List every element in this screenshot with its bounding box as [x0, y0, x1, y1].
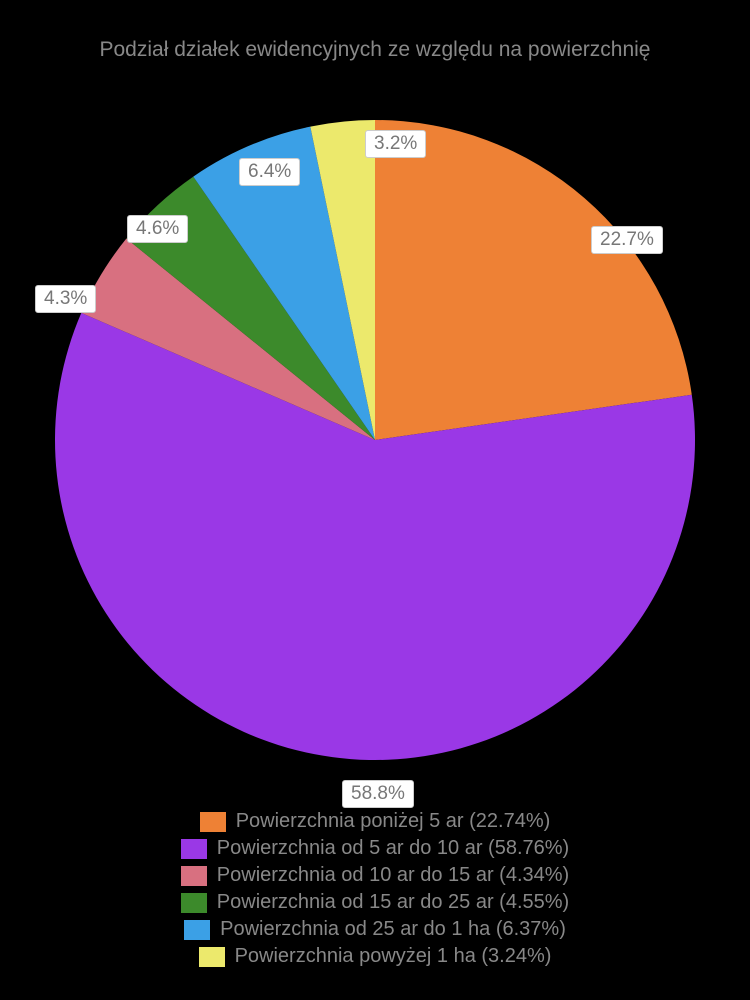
- legend-label-5_to_10ar: Powierzchnia od 5 ar do 10 ar (58.76%): [217, 837, 569, 860]
- legend-label-below_5ar: Powierzchnia poniżej 5 ar (22.74%): [236, 810, 551, 833]
- legend-swatch-5_to_10ar: [181, 839, 207, 859]
- chart-title: Podział działek ewidencyjnych ze względu…: [0, 38, 750, 62]
- legend-label-10_to_15ar: Powierzchnia od 10 ar do 15 ar (4.34%): [217, 864, 569, 887]
- legend-swatch-10_to_15ar: [181, 866, 207, 886]
- pie-chart: [35, 100, 715, 780]
- legend-row-5_to_10ar: Powierzchnia od 5 ar do 10 ar (58.76%): [181, 837, 569, 860]
- slice-label-below_5ar: 22.7%: [591, 226, 663, 254]
- pie-wrap: 22.7%58.8%4.3%4.6%6.4%3.2%: [35, 100, 715, 780]
- legend-row-below_5ar: Powierzchnia poniżej 5 ar (22.74%): [200, 810, 551, 833]
- legend-row-15_to_25ar: Powierzchnia od 15 ar do 25 ar (4.55%): [181, 891, 569, 914]
- legend: Powierzchnia poniżej 5 ar (22.74%) Powier…: [0, 810, 750, 968]
- legend-row-10_to_15ar: Powierzchnia od 10 ar do 15 ar (4.34%): [181, 864, 569, 887]
- pie-slice-below_5ar: [375, 120, 692, 440]
- legend-swatch-25ar_to_1ha: [184, 920, 210, 940]
- legend-label-25ar_to_1ha: Powierzchnia od 25 ar do 1 ha (6.37%): [220, 918, 566, 941]
- slice-label-over_1ha: 3.2%: [365, 130, 426, 158]
- legend-row-25ar_to_1ha: Powierzchnia od 25 ar do 1 ha (6.37%): [184, 918, 566, 941]
- chart-container: Podział działek ewidencyjnych ze względu…: [0, 0, 750, 1000]
- legend-swatch-below_5ar: [200, 812, 226, 832]
- legend-label-15_to_25ar: Powierzchnia od 15 ar do 25 ar (4.55%): [217, 891, 569, 914]
- legend-swatch-15_to_25ar: [181, 893, 207, 913]
- legend-swatch-over_1ha: [199, 947, 225, 967]
- legend-label-over_1ha: Powierzchnia powyżej 1 ha (3.24%): [235, 945, 552, 968]
- legend-row-over_1ha: Powierzchnia powyżej 1 ha (3.24%): [199, 945, 552, 968]
- slice-label-10_to_15ar: 4.3%: [35, 285, 96, 313]
- slice-label-25ar_to_1ha: 6.4%: [239, 158, 300, 186]
- slice-label-5_to_10ar: 58.8%: [342, 780, 414, 808]
- slice-label-15_to_25ar: 4.6%: [127, 215, 188, 243]
